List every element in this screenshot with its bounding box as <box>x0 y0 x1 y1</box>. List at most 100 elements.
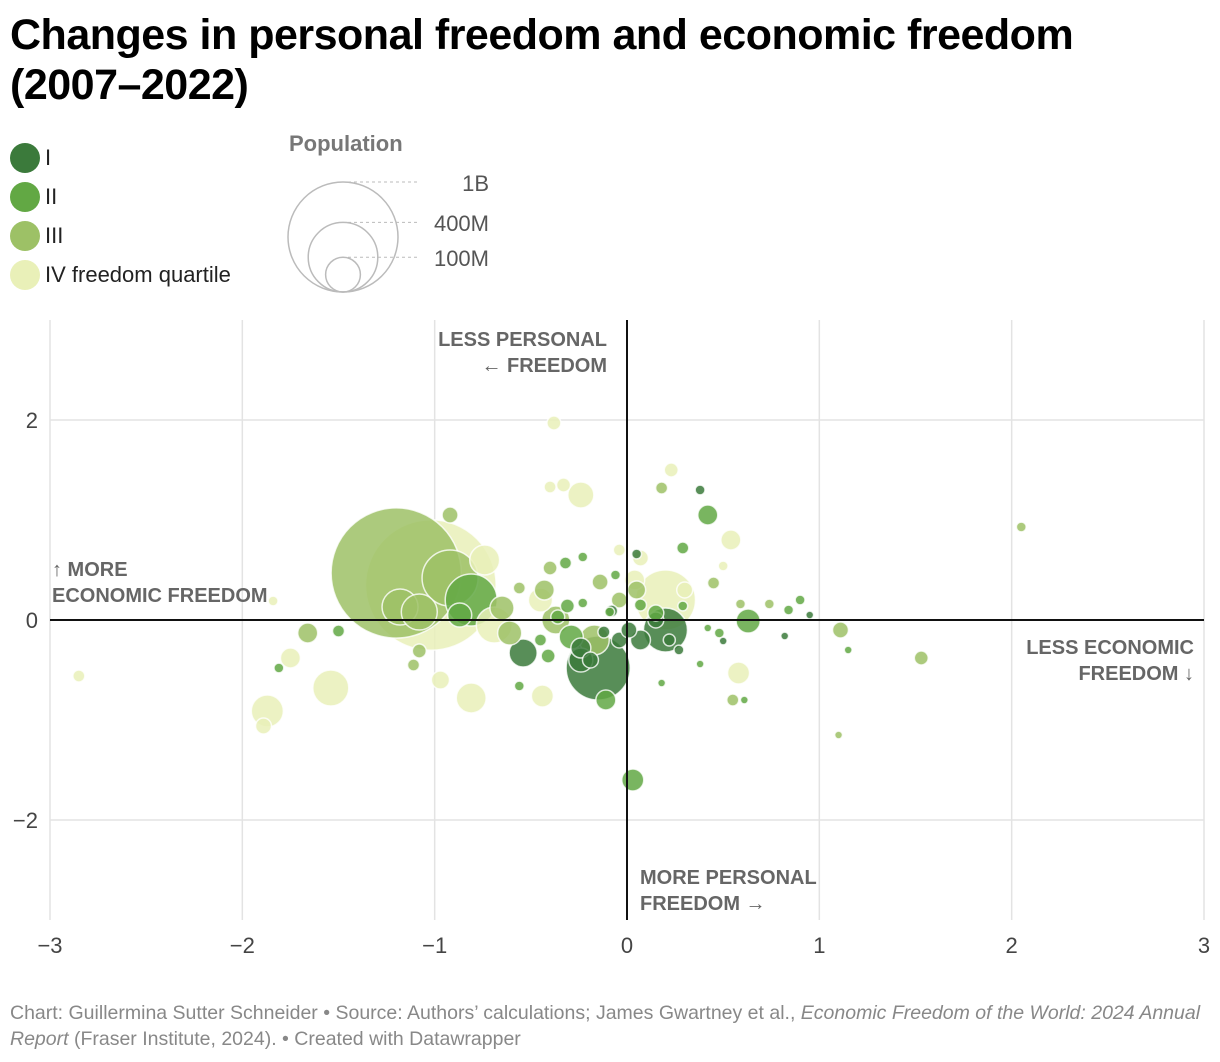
bubble-point <box>713 627 725 639</box>
bubble-point <box>508 638 538 668</box>
bubbles <box>72 415 1027 792</box>
legend-swatch <box>10 142 40 173</box>
bubble-point <box>703 623 713 633</box>
bubble-point <box>612 543 627 557</box>
color-legend: I II III IV freedom quartile <box>10 138 231 294</box>
bubble-point <box>446 602 473 628</box>
x-tick-label: −1 <box>422 933 447 958</box>
bubble-point <box>513 680 525 692</box>
bubble-point <box>533 633 548 647</box>
footer-credit-end: (Fraser Institute, 2024). • Created with… <box>68 1028 521 1050</box>
bubble-point <box>717 560 729 572</box>
legend-swatch <box>10 220 40 251</box>
bubble-point <box>581 651 600 669</box>
bubble-point <box>550 609 566 625</box>
bubble-point <box>540 648 556 664</box>
bubble-point <box>621 768 645 792</box>
legend-label: III <box>45 222 64 248</box>
bubble-point <box>254 717 273 735</box>
x-tick-label: 1 <box>813 933 825 958</box>
bubble-point <box>695 659 705 669</box>
bubble-point <box>734 598 747 610</box>
bubble-point <box>609 569 622 581</box>
bubble-point <box>597 625 611 639</box>
legend-item-ii: II <box>10 177 231 216</box>
x-tick-label: 2 <box>1006 933 1018 958</box>
size-legend-label: 1B <box>462 171 489 196</box>
legend-label: I <box>45 144 52 170</box>
bubble-point <box>72 669 86 683</box>
size-legend-title: Population <box>289 131 403 156</box>
size-legend-circle <box>287 181 399 293</box>
bubble-point <box>673 644 685 656</box>
bubble-point <box>833 730 844 740</box>
bubble-point <box>312 669 350 707</box>
annotation-more-personal-freedom: FREEDOM → <box>640 893 766 915</box>
bubble-point <box>1015 521 1027 533</box>
legend-label: II <box>45 183 58 209</box>
legend-swatch <box>10 181 40 212</box>
bubble-point <box>559 598 576 614</box>
bubble-point <box>675 581 694 599</box>
bubble-point <box>831 621 850 639</box>
bubble-point <box>496 620 523 646</box>
bubble-point <box>662 633 677 647</box>
axes <box>50 320 1204 920</box>
bubble-point <box>296 622 319 644</box>
bubble-point <box>577 597 589 609</box>
bubble-point <box>694 484 706 496</box>
annotation-more-economic-freedom: ↑ MORE <box>52 559 128 581</box>
bubble-point <box>726 693 740 707</box>
bubble-point <box>411 643 427 659</box>
bubble-point <box>555 477 572 493</box>
bubble-point <box>512 581 527 595</box>
bubble-point <box>279 647 302 669</box>
annotation-less-personal-freedom: LESS PERSONAL <box>438 329 607 351</box>
size-legend: 1B 400M 100M <box>287 171 489 293</box>
bubble-point <box>620 621 638 639</box>
bubble-point <box>647 604 665 622</box>
annotation-less-economic-freedom: LESS ECONOMIC <box>1026 637 1194 659</box>
bubble-point <box>633 598 648 612</box>
legend-swatch <box>10 259 40 290</box>
bubble-point <box>794 594 806 606</box>
bubble-point <box>567 481 595 509</box>
footer-credit: Chart: Guillermina Sutter Schneider • So… <box>10 1002 801 1024</box>
bubble-point <box>726 661 751 685</box>
annotation-more-economic-freedom: ECONOMIC FREEDOM <box>52 585 268 607</box>
annotation-more-personal-freedom: MORE PERSONAL <box>640 867 817 889</box>
y-tick-label: 2 <box>26 408 38 433</box>
x-tick-label: 0 <box>621 933 633 958</box>
bubble-point <box>530 684 555 708</box>
bubble-point <box>676 541 690 555</box>
bubble-point <box>782 604 795 616</box>
x-tick-label: −2 <box>230 933 255 958</box>
bubble-point <box>546 415 562 431</box>
bubble-point <box>331 624 346 638</box>
bubble-point <box>591 573 609 591</box>
bubble-point <box>595 689 617 711</box>
legend-label: IV freedom quartile <box>45 261 231 287</box>
bubble-point <box>697 504 719 526</box>
bubble-point <box>720 529 742 551</box>
size-legend-label: 400M <box>434 211 489 236</box>
bubble-point <box>441 506 459 524</box>
bubble-point <box>558 556 573 570</box>
bubble-point <box>455 682 487 714</box>
bubble-point <box>630 548 643 560</box>
bubble-point <box>543 480 557 494</box>
size-legend-circle <box>324 256 362 293</box>
bubble-point <box>843 645 853 655</box>
bubble-point <box>805 610 815 620</box>
bubble-point <box>780 631 790 641</box>
size-legend-label: 100M <box>434 246 489 271</box>
bubble-point <box>763 598 775 610</box>
bubble-point <box>656 678 667 688</box>
annotation-less-personal-freedom: ← FREEDOM <box>481 355 607 377</box>
bubble-point <box>718 636 728 646</box>
bubble-point <box>533 579 556 601</box>
legend-item-iv: IV freedom quartile <box>10 255 231 294</box>
scatter-chart: 1B 400M 100M −3 −2 −1 0 1 2 3 2 0 −2 LESS PERSONAL ←… <box>13 171 1210 958</box>
bubble-point <box>489 595 515 621</box>
annotation-less-economic-freedom: FREEDOM ↓ <box>1078 663 1194 685</box>
